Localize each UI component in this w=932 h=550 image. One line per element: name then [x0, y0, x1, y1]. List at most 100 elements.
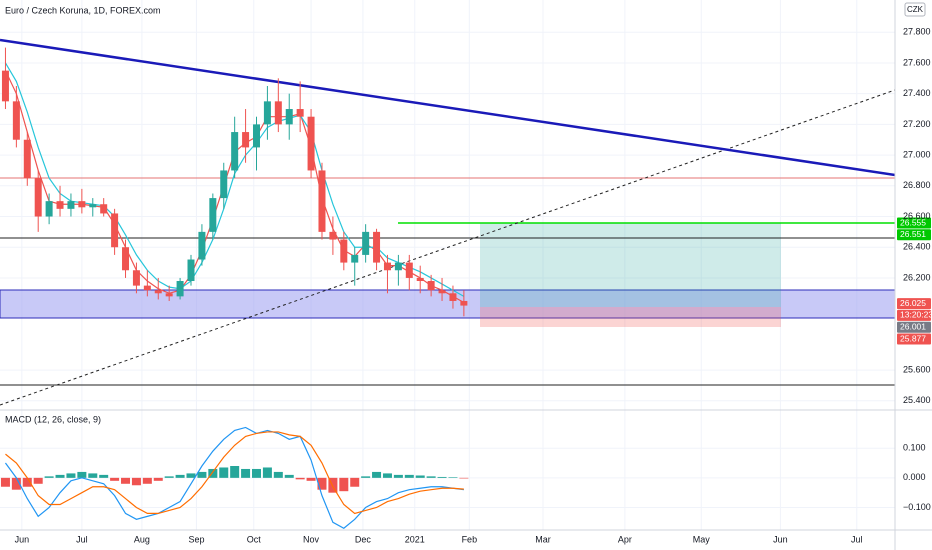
- price-badge: [897, 217, 931, 229]
- candle-body: [340, 239, 348, 263]
- price-label: 25.877: [900, 333, 926, 343]
- y-tick-label: −0.100: [903, 502, 931, 512]
- candle-body: [231, 132, 239, 171]
- candle-body: [252, 124, 260, 148]
- histogram-bar: [131, 477, 141, 486]
- y-tick-label: 0.000: [903, 472, 926, 482]
- candle-body: [285, 109, 293, 125]
- y-tick-label: 26.600: [903, 211, 931, 221]
- y-tick-label: 27.000: [903, 149, 931, 159]
- candle-body: [263, 101, 271, 125]
- x-tick-label: Oct: [247, 534, 262, 544]
- marks: [0, 47, 469, 529]
- candle-body: [351, 254, 359, 263]
- histogram-bar: [142, 477, 152, 484]
- candle-body: [111, 213, 119, 248]
- x-tick-label: Dec: [355, 534, 372, 544]
- histogram-bar: [350, 477, 360, 487]
- candle-body: [45, 201, 53, 217]
- candle-body: [383, 262, 391, 271]
- x-tick-label: Feb: [462, 534, 478, 544]
- histogram-bar: [164, 476, 174, 478]
- histogram-bar: [99, 474, 109, 478]
- x-tick-label: Nov: [303, 534, 320, 544]
- candle-body: [416, 277, 424, 282]
- candle-body: [56, 201, 64, 209]
- x-tick-label: 2021: [405, 534, 425, 544]
- histogram-bar: [121, 477, 131, 484]
- histogram-bar: [393, 474, 403, 478]
- histogram-bar: [230, 466, 240, 478]
- y-tick-label: 27.200: [903, 119, 931, 129]
- y-tick-label: 26.400: [903, 242, 931, 252]
- histogram-bar: [295, 477, 305, 480]
- x-tick-label: Sep: [188, 534, 204, 544]
- y-tick-label: 26.800: [903, 180, 931, 190]
- candle-body: [362, 231, 370, 255]
- price-label: 26.001: [900, 321, 926, 331]
- candle-body: [394, 262, 402, 271]
- histogram-bar: [404, 474, 414, 478]
- histogram-bar: [459, 477, 469, 479]
- y-tick-label: 0.100: [903, 443, 926, 453]
- x-tick-label: Jun: [15, 534, 30, 544]
- histogram-bar: [361, 476, 371, 478]
- chart-title: Euro / Czech Koruna, 1D, FOREX.com: [5, 5, 161, 15]
- price-label: 26.555: [900, 217, 926, 227]
- candle-body: [154, 290, 162, 294]
- histogram-bar: [44, 476, 54, 478]
- histogram-bar: [66, 473, 76, 478]
- histogram-bar: [153, 477, 163, 481]
- histogram-bar: [437, 476, 447, 478]
- histogram-bar: [241, 468, 251, 478]
- candle-body: [242, 132, 250, 148]
- candle-body: [274, 101, 282, 125]
- x-tick-label: Aug: [134, 534, 150, 544]
- candle-body: [318, 170, 326, 232]
- trend-line: [0, 38, 896, 177]
- histogram-bar: [22, 477, 32, 487]
- y-tick-label: 27.800: [903, 27, 931, 37]
- x-tick-label: May: [693, 534, 711, 544]
- indicator-line: [4, 426, 464, 529]
- histogram-bar: [175, 474, 185, 478]
- candle-body: [198, 231, 206, 260]
- currency-badge[interactable]: [904, 2, 926, 17]
- y-tick-label: 25.600: [903, 364, 931, 374]
- candle-body: [329, 231, 337, 240]
- price-badge: [897, 229, 931, 241]
- price-badge: [897, 333, 931, 345]
- candle-body: [438, 290, 446, 294]
- candle-body: [143, 285, 151, 291]
- histogram-bar: [382, 473, 392, 478]
- trend-line: [0, 89, 896, 406]
- candle-body: [23, 139, 31, 179]
- candle-body: [373, 231, 381, 263]
- candle-body: [220, 170, 228, 199]
- price-label: 13:20:23: [900, 310, 932, 320]
- histogram-bar: [33, 477, 43, 484]
- histogram-bar: [0, 477, 10, 487]
- histogram-bar: [11, 477, 21, 490]
- candle-body: [460, 300, 468, 306]
- histogram-bar: [55, 474, 65, 478]
- histogram-bar: [372, 471, 382, 478]
- price-label: 26.025: [900, 298, 926, 308]
- candle-body: [187, 259, 195, 282]
- candle-body: [165, 293, 173, 297]
- x-tick-label: Apr: [618, 534, 632, 544]
- price-badge: [897, 298, 931, 310]
- y-tick-label: 26.200: [903, 272, 931, 282]
- candle-body: [209, 198, 217, 232]
- histogram-bar: [77, 471, 87, 478]
- histogram-bar: [339, 477, 349, 492]
- histogram-bar: [110, 477, 120, 481]
- histogram-bar: [186, 473, 196, 478]
- histogram-bar: [88, 473, 98, 478]
- histogram-bar: [262, 467, 272, 478]
- x-tick-label: Jul: [851, 534, 863, 544]
- candle-body: [67, 201, 75, 209]
